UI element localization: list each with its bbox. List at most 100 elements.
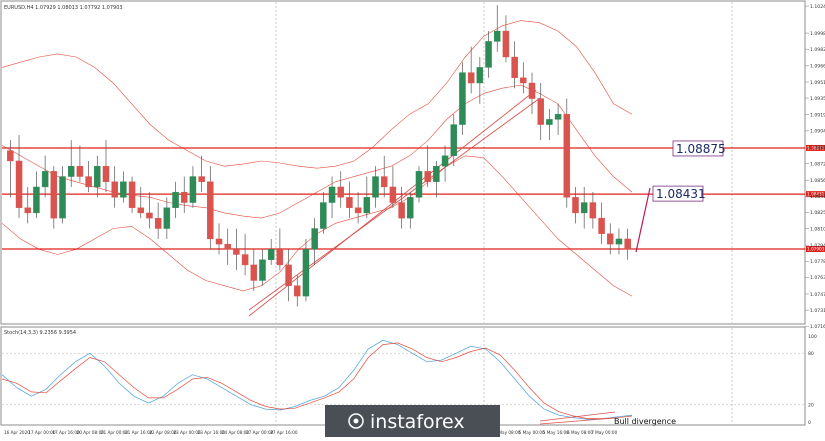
bull-candle — [33, 186, 40, 214]
bull-candle — [328, 186, 336, 203]
bear-candle — [502, 30, 510, 58]
time-tick-label: 16 Apr 2020 — [4, 430, 30, 435]
divergence-line — [539, 417, 616, 425]
price-tick-label: 1.09355 — [810, 96, 825, 102]
bear-candle — [389, 186, 397, 203]
time-tick-label: 6 May 08:00 — [567, 430, 593, 435]
candlesticks — [7, 5, 631, 307]
osc-tick-label: 80 — [808, 351, 814, 357]
bull-candle — [407, 197, 414, 219]
bear-candle — [380, 176, 388, 188]
time-tick-label: 5 May 00:00 — [519, 430, 545, 435]
bear-candle — [24, 207, 31, 214]
level-label: 1.08875 — [676, 142, 726, 156]
bull-candle — [441, 155, 449, 167]
bear-candle — [85, 176, 92, 188]
price-axis: 1.10240 1.09980 1.09825 1.09665 1.09510 1.093… — [805, 4, 825, 330]
price-tag — [806, 246, 825, 253]
divergence-line — [539, 411, 616, 422]
bear-candle — [111, 181, 118, 198]
time-tick-label: 23 Apr 16:00 — [198, 430, 226, 435]
bear-candle — [572, 197, 579, 214]
bull-candle — [320, 202, 327, 229]
projection-segment — [635, 187, 651, 253]
time-tick-label: 4 May 08:00 — [494, 430, 520, 435]
bear-candle — [76, 165, 84, 177]
time-tick-label: 23 Apr 00:00 — [173, 430, 201, 435]
price-tick-label: 1.07940 — [810, 243, 825, 249]
oscillator-header: Stoch(14,3,3) 9.2356 9.3954 — [4, 330, 76, 336]
bear-candle — [128, 181, 136, 208]
bull-candle — [189, 176, 197, 203]
time-tick-label: 17 Apr 00:00 — [28, 430, 56, 435]
bear-candle — [354, 207, 362, 214]
bear-candle — [285, 264, 292, 286]
bear-candle — [528, 82, 536, 99]
bull-candle — [415, 171, 423, 198]
bull-candle — [120, 181, 127, 198]
time-tick-label: 24 Apr 08:00 — [222, 430, 250, 435]
divergence-label: Bull divergence — [614, 417, 676, 426]
osc-tick-label: 0 — [808, 420, 811, 426]
price-tick-label: 1.10240 — [810, 4, 825, 10]
price-tag — [806, 144, 825, 151]
bull-candle — [302, 249, 310, 297]
bull-candle — [433, 165, 440, 182]
bear-candle — [7, 150, 14, 162]
price-tick-label: 1.08255 — [810, 210, 825, 216]
bull-candle — [450, 124, 458, 156]
level-label-box — [672, 140, 724, 157]
time-tick-label: 27 Apr 16:00 — [270, 430, 298, 435]
bull-candle — [311, 228, 318, 250]
bear-candle — [424, 171, 431, 182]
bull-candle — [94, 165, 101, 188]
band-middle — [1, 84, 633, 219]
osc-tick-label: 100 — [808, 334, 817, 340]
bull-candle — [476, 67, 484, 84]
time-tick-label: 17 Apr 16:00 — [52, 430, 80, 435]
bear-candle — [607, 233, 614, 245]
bear-candle — [180, 191, 188, 203]
trend-channel — [248, 89, 541, 317]
osc-tick-label: 20 — [808, 403, 814, 409]
bear-candle — [154, 217, 162, 229]
main-panel-frame — [0, 0, 806, 325]
level-label-box — [652, 185, 704, 202]
time-tick-label: 5 May 16:00 — [543, 430, 569, 435]
time-tick-label: 21 Apr 16:00 — [125, 430, 153, 435]
watermark-text: instaforex — [370, 411, 465, 433]
bear-candle — [511, 56, 518, 79]
bull-candle — [493, 30, 501, 42]
price-tick-label: 1.09980 — [810, 31, 825, 37]
bear-candle — [224, 243, 231, 250]
bull-candle — [172, 191, 179, 208]
price-tick-label: 1.07160 — [810, 324, 825, 330]
price-tick-label: 1.09040 — [810, 129, 825, 135]
bear-candle — [207, 181, 214, 240]
symbol-header: EURUSD,H4 1.07929 1.08013 1.07792 1.0790… — [4, 5, 123, 11]
bull-candle — [267, 249, 275, 260]
time-tick-label: 22 Apr 08:00 — [149, 430, 177, 435]
bull-candle — [372, 176, 379, 198]
bull-candle — [485, 41, 492, 68]
bear-candle — [624, 238, 631, 250]
bull-candle — [259, 259, 266, 281]
price-tick-label: 1.09195 — [810, 113, 825, 119]
bear-candle — [241, 254, 249, 266]
price-tick-label: 1.07315 — [810, 308, 825, 314]
bear-candle — [520, 77, 527, 84]
time-tick-label: 7 May 00:00 — [591, 430, 617, 435]
time-tick-label: 21 Apr 00:00 — [101, 430, 129, 435]
level-labels: 1.08875 1.08431 — [652, 140, 726, 202]
bull-candle — [41, 171, 49, 188]
price-tick-label: 1.08565 — [810, 178, 825, 184]
bear-candle — [50, 171, 58, 219]
projection-line — [635, 187, 651, 253]
bear-candle — [563, 113, 571, 198]
watermark-logo-dot-icon — [353, 418, 359, 424]
price-tick-label: 1.09510 — [810, 80, 825, 86]
price-tag-label: 1.07903 — [807, 247, 825, 252]
price-tick-label: 1.08725 — [810, 161, 825, 167]
